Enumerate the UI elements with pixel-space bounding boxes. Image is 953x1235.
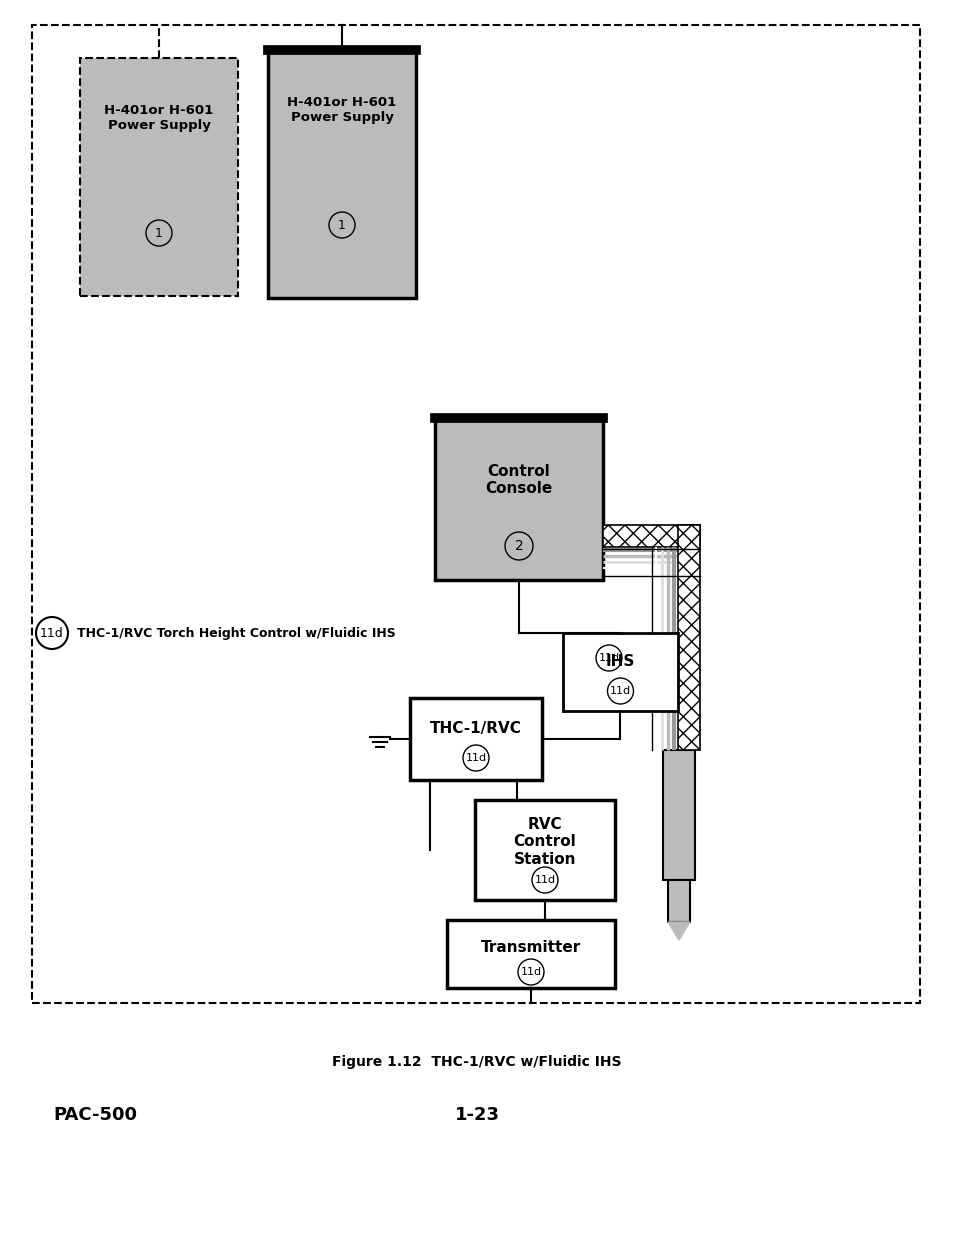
Text: 1: 1 [337,219,346,231]
Text: H-401or H-601
Power Supply: H-401or H-601 Power Supply [104,104,213,132]
Text: 11d: 11d [40,626,64,640]
Polygon shape [667,923,689,940]
Bar [268,49,416,298]
Text: 11d: 11d [534,876,555,885]
Text: 11d: 11d [598,653,618,663]
Bar [80,58,237,296]
Bar [662,750,695,881]
Bar [602,525,700,547]
Text: Control
Console: Control Console [485,464,552,496]
Text: 11d: 11d [609,685,630,697]
Text: PAC-500: PAC-500 [53,1107,137,1124]
Text: 11d: 11d [465,753,486,763]
Bar [475,800,615,900]
Text: 1: 1 [155,226,163,240]
Text: Figure 1.12  THC-1/RVC w/Fluidic IHS: Figure 1.12 THC-1/RVC w/Fluidic IHS [332,1055,621,1070]
Bar [678,525,700,750]
Bar [32,25,919,1003]
Text: Transmitter: Transmitter [480,940,580,955]
Text: RVC
Control
Station: RVC Control Station [513,818,576,867]
Bar [562,634,678,711]
Text: IHS: IHS [605,653,635,668]
Bar [410,698,541,781]
Text: H-401or H-601
Power Supply: H-401or H-601 Power Supply [287,96,396,124]
Text: 2: 2 [514,538,523,553]
Text: 11d: 11d [520,967,541,977]
Bar [447,920,615,988]
Text: THC-1/RVC: THC-1/RVC [430,720,521,736]
Bar [667,881,689,923]
Text: 1-23: 1-23 [454,1107,499,1124]
Text: THC-1/RVC Torch Height Control w/Fluidic IHS: THC-1/RVC Torch Height Control w/Fluidic… [77,626,395,640]
Bar [435,417,602,580]
